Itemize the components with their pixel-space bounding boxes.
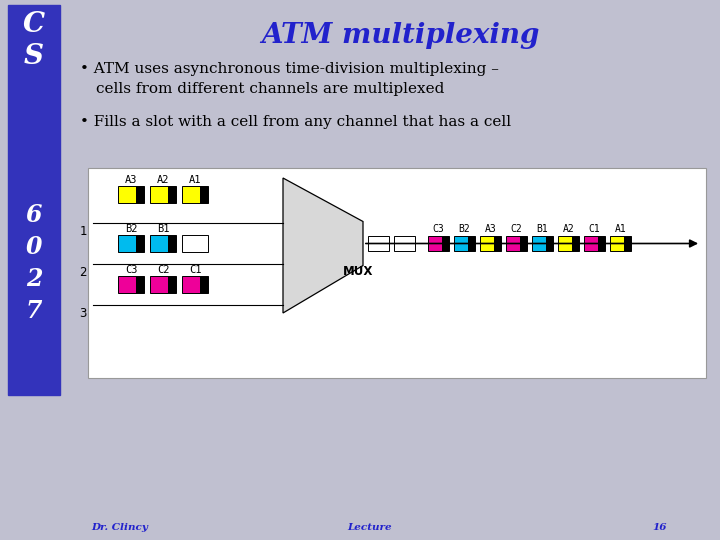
Bar	[182, 186, 199, 203]
Text: A3: A3	[485, 224, 496, 234]
Bar	[118, 186, 135, 203]
Bar	[394, 236, 415, 251]
Bar	[546, 236, 553, 251]
Bar	[521, 236, 527, 251]
Text: S: S	[24, 44, 44, 71]
Bar	[182, 235, 208, 252]
Text: B1: B1	[536, 224, 549, 234]
Bar	[150, 186, 168, 203]
Text: • ATM uses asynchronous time-division multiplexing –: • ATM uses asynchronous time-division mu…	[80, 62, 499, 76]
Text: 3: 3	[80, 307, 87, 320]
Text: A3: A3	[125, 175, 138, 185]
Text: B2: B2	[459, 224, 470, 234]
Bar	[624, 236, 631, 251]
Bar	[532, 236, 546, 251]
Text: cells from different channels are multiplexed: cells from different channels are multip…	[96, 82, 444, 96]
Bar	[506, 236, 521, 251]
Bar	[610, 236, 624, 251]
Text: C2: C2	[157, 265, 169, 275]
Bar	[135, 276, 144, 293]
Bar	[8, 5, 60, 395]
Text: A1: A1	[189, 175, 202, 185]
Bar	[572, 236, 579, 251]
Text: A1: A1	[615, 224, 626, 234]
Text: MUX: MUX	[343, 265, 373, 278]
Text: Dr. Clincy: Dr. Clincy	[91, 523, 148, 532]
Bar	[494, 236, 501, 251]
Bar	[199, 276, 208, 293]
Text: 2: 2	[26, 267, 42, 291]
Text: C: C	[23, 11, 45, 38]
Text: 1: 1	[79, 225, 87, 238]
Bar	[468, 236, 475, 251]
Text: ATM multiplexing: ATM multiplexing	[261, 22, 539, 49]
Bar	[168, 235, 176, 252]
Bar	[584, 236, 598, 251]
Text: C1: C1	[589, 224, 600, 234]
Text: 2: 2	[79, 266, 87, 279]
Bar	[118, 235, 135, 252]
Bar	[88, 168, 706, 378]
Text: 16: 16	[653, 523, 667, 532]
Bar	[368, 236, 389, 251]
Bar	[150, 276, 168, 293]
Text: 0: 0	[26, 235, 42, 259]
Text: B2: B2	[125, 224, 138, 234]
Bar	[182, 276, 199, 293]
Text: 6: 6	[26, 203, 42, 227]
Text: C3: C3	[433, 224, 444, 234]
Bar	[118, 276, 135, 293]
Text: C2: C2	[510, 224, 523, 234]
Bar	[168, 276, 176, 293]
Bar	[135, 235, 144, 252]
Bar	[199, 186, 208, 203]
Bar	[135, 186, 144, 203]
Polygon shape	[283, 178, 363, 313]
Text: B1: B1	[157, 224, 169, 234]
Bar	[558, 236, 572, 251]
Text: A2: A2	[157, 175, 169, 185]
Text: 7: 7	[26, 299, 42, 323]
Bar	[442, 236, 449, 251]
Text: C1: C1	[189, 265, 202, 275]
Text: Lecture: Lecture	[348, 523, 392, 532]
Bar	[454, 236, 468, 251]
Text: C3: C3	[125, 265, 138, 275]
Bar	[598, 236, 605, 251]
Bar	[428, 236, 442, 251]
Bar	[150, 235, 168, 252]
Text: A2: A2	[562, 224, 575, 234]
Bar	[480, 236, 494, 251]
Bar	[168, 186, 176, 203]
Text: • Fills a slot with a cell from any channel that has a cell: • Fills a slot with a cell from any chan…	[80, 115, 511, 129]
